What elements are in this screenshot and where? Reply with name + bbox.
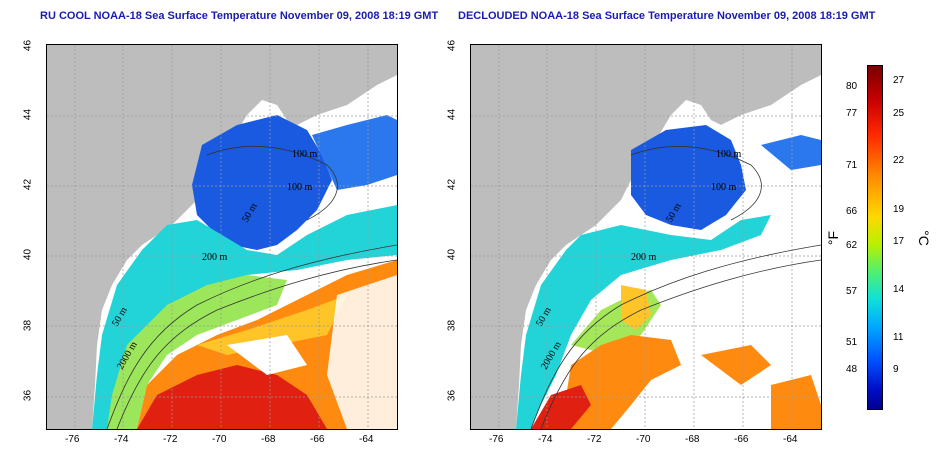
contour-label: 100 m — [711, 182, 737, 193]
shelf-water — [516, 215, 771, 429]
x-tick: -66 — [310, 434, 325, 445]
fahrenheit-tick: 62 — [846, 240, 858, 251]
right-map-title: DECLOUDED NOAA-18 Sea Surface Temperatur… — [458, 10, 876, 22]
left-map-title: RU COOL NOAA-18 Sea Surface Temperature … — [40, 10, 439, 22]
y-tick: 38 — [446, 319, 458, 332]
contour-label: 100 m — [716, 149, 742, 160]
contour-label: 100 m — [287, 182, 313, 193]
y-tick: 44 — [22, 108, 34, 121]
celsius-tick: 27 — [893, 75, 905, 86]
land-mass — [471, 45, 821, 429]
x-tick: -64 — [359, 434, 374, 445]
x-tick: -70 — [636, 434, 651, 445]
right-sst-map: 100 m 100 m 50 m 200 m 50 m 2000 m — [470, 44, 822, 430]
fahrenheit-tick: 80 — [846, 81, 858, 92]
fahrenheit-tick: 71 — [846, 160, 858, 171]
left-sst-map: 100 m 100 m 50 m 200 m 50 m 2000 m — [46, 44, 398, 430]
celsius-tick: 11 — [893, 332, 904, 343]
cold-water — [631, 125, 746, 230]
contour-label: 200 m — [631, 252, 657, 263]
x-tick: -70 — [212, 434, 227, 445]
left-map-graphic: 100 m 100 m 50 m 200 m 50 m 2000 m — [47, 45, 397, 429]
fahrenheit-tick: 77 — [846, 108, 858, 119]
x-tick: -68 — [685, 434, 700, 445]
y-tick: 42 — [446, 178, 458, 191]
fahrenheit-tick: 51 — [846, 337, 858, 348]
y-tick: 42 — [22, 178, 34, 191]
fahrenheit-tick: 57 — [846, 286, 858, 297]
right-map-graphic: 100 m 100 m 50 m 200 m 50 m 2000 m — [471, 45, 821, 429]
celsius-tick: 17 — [893, 236, 905, 247]
contour-label: 100 m — [292, 149, 318, 160]
y-tick: 36 — [446, 389, 458, 402]
celsius-tick: 9 — [893, 364, 899, 375]
y-tick: 40 — [446, 248, 458, 261]
x-tick: -68 — [261, 434, 276, 445]
celsius-tick: 14 — [893, 284, 905, 295]
y-tick: 46 — [22, 39, 34, 52]
y-tick: 46 — [446, 39, 458, 52]
temperature-colorbar — [867, 65, 883, 410]
x-tick: -76 — [65, 434, 80, 445]
x-tick: -76 — [489, 434, 504, 445]
contour-label: 200 m — [202, 252, 228, 263]
shelf-water — [92, 205, 397, 429]
y-tick: 44 — [446, 108, 458, 121]
x-tick: -66 — [734, 434, 749, 445]
y-tick: 40 — [22, 248, 34, 261]
fahrenheit-tick: 48 — [846, 364, 858, 375]
warm-water — [561, 335, 681, 429]
celsius-tick: 25 — [893, 108, 905, 119]
x-tick: -72 — [163, 434, 178, 445]
x-tick: -74 — [114, 434, 129, 445]
x-tick: -74 — [538, 434, 553, 445]
land-mass — [47, 45, 397, 429]
fahrenheit-tick: 66 — [846, 206, 858, 217]
celsius-tick: 19 — [893, 204, 905, 215]
y-tick: 36 — [22, 389, 34, 402]
celsius-unit-label: °C — [915, 230, 932, 246]
x-tick: -72 — [587, 434, 602, 445]
fahrenheit-unit-label: °F — [825, 230, 842, 246]
celsius-tick: 22 — [893, 155, 905, 166]
x-tick: -64 — [783, 434, 798, 445]
y-tick: 38 — [22, 319, 34, 332]
